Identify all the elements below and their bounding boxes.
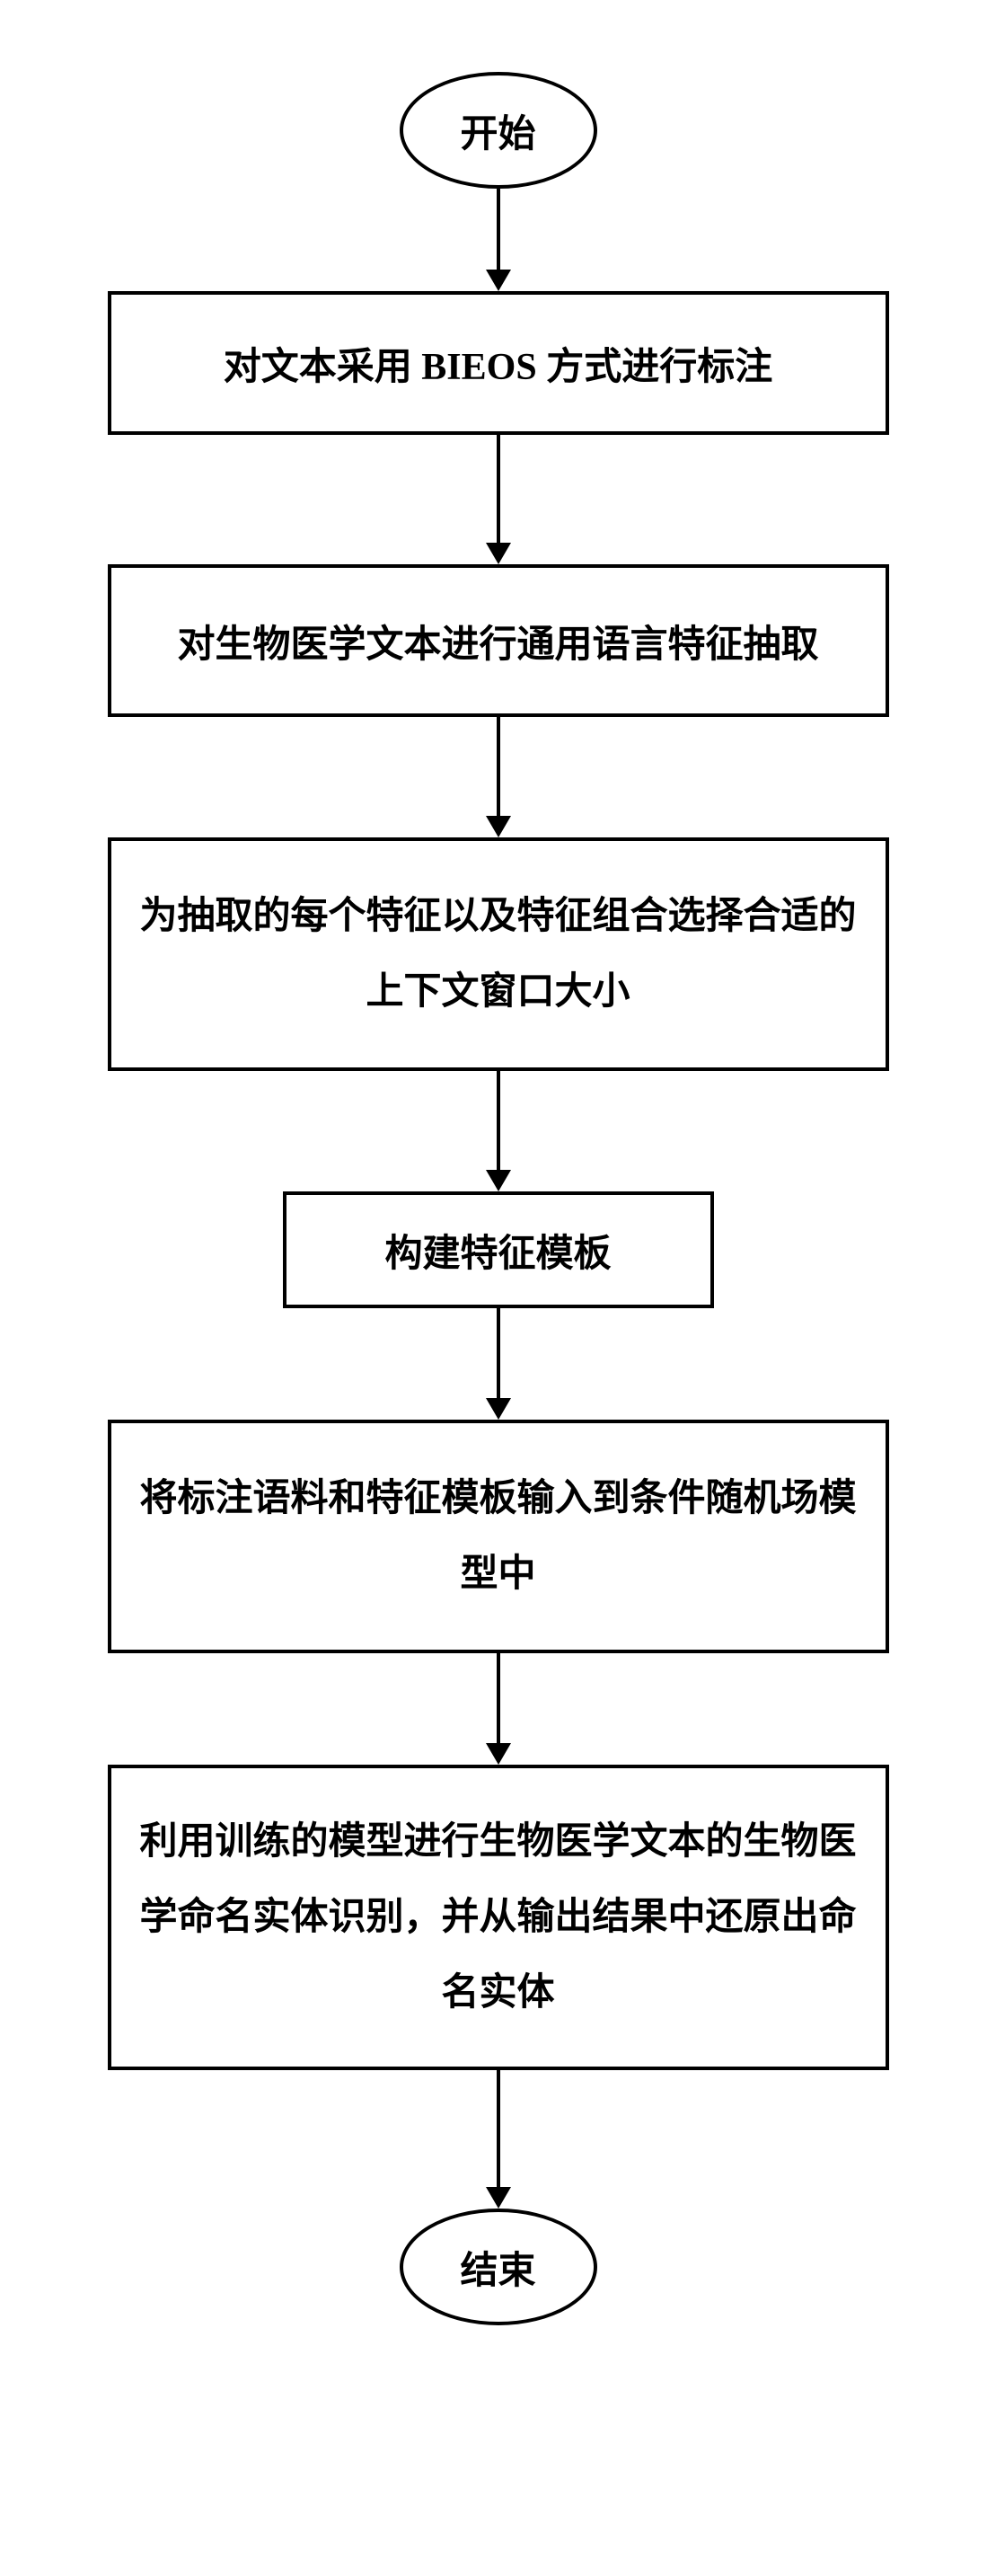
arrow-4 — [486, 1071, 511, 1191]
flowchart-container: 开始 对文本采用 BIEOS 方式进行标注 对生物医学文本进行通用语言特征抽取 … — [0, 72, 996, 2325]
arrow-6 — [486, 1653, 511, 1765]
end-label: 结束 — [460, 2240, 535, 2295]
end-terminal: 结束 — [400, 2209, 597, 2325]
step-3-label: 为抽取的每个特征以及特征组合选择合适的上下文窗口大小 — [138, 879, 859, 1030]
step-1-label: 对文本采用 BIEOS 方式进行标注 — [224, 336, 772, 391]
arrow-1 — [486, 189, 511, 291]
step-4-label: 构建特征模板 — [384, 1223, 611, 1278]
arrow-5 — [486, 1308, 511, 1420]
arrow-3 — [486, 717, 511, 837]
step-6-label: 利用训练的模型进行生物医学文本的生物医学命名实体识别，并从输出结果中还原出命名实… — [138, 1804, 859, 2031]
step-5-label: 将标注语料和特征模板输入到条件随机场模型中 — [138, 1461, 859, 1612]
start-terminal: 开始 — [400, 72, 597, 189]
start-label: 开始 — [460, 103, 535, 158]
step-1-bieos-annotation: 对文本采用 BIEOS 方式进行标注 — [108, 291, 889, 435]
step-2-feature-extraction: 对生物医学文本进行通用语言特征抽取 — [108, 564, 889, 717]
step-6-ner-recognition: 利用训练的模型进行生物医学文本的生物医学命名实体识别，并从输出结果中还原出命名实… — [108, 1765, 889, 2070]
step-5-crf-input: 将标注语料和特征模板输入到条件随机场模型中 — [108, 1420, 889, 1653]
step-3-context-window: 为抽取的每个特征以及特征组合选择合适的上下文窗口大小 — [108, 837, 889, 1071]
arrow-7 — [486, 2070, 511, 2209]
step-2-label: 对生物医学文本进行通用语言特征抽取 — [177, 614, 818, 668]
arrow-2 — [486, 435, 511, 564]
step-4-feature-template: 构建特征模板 — [283, 1191, 714, 1308]
